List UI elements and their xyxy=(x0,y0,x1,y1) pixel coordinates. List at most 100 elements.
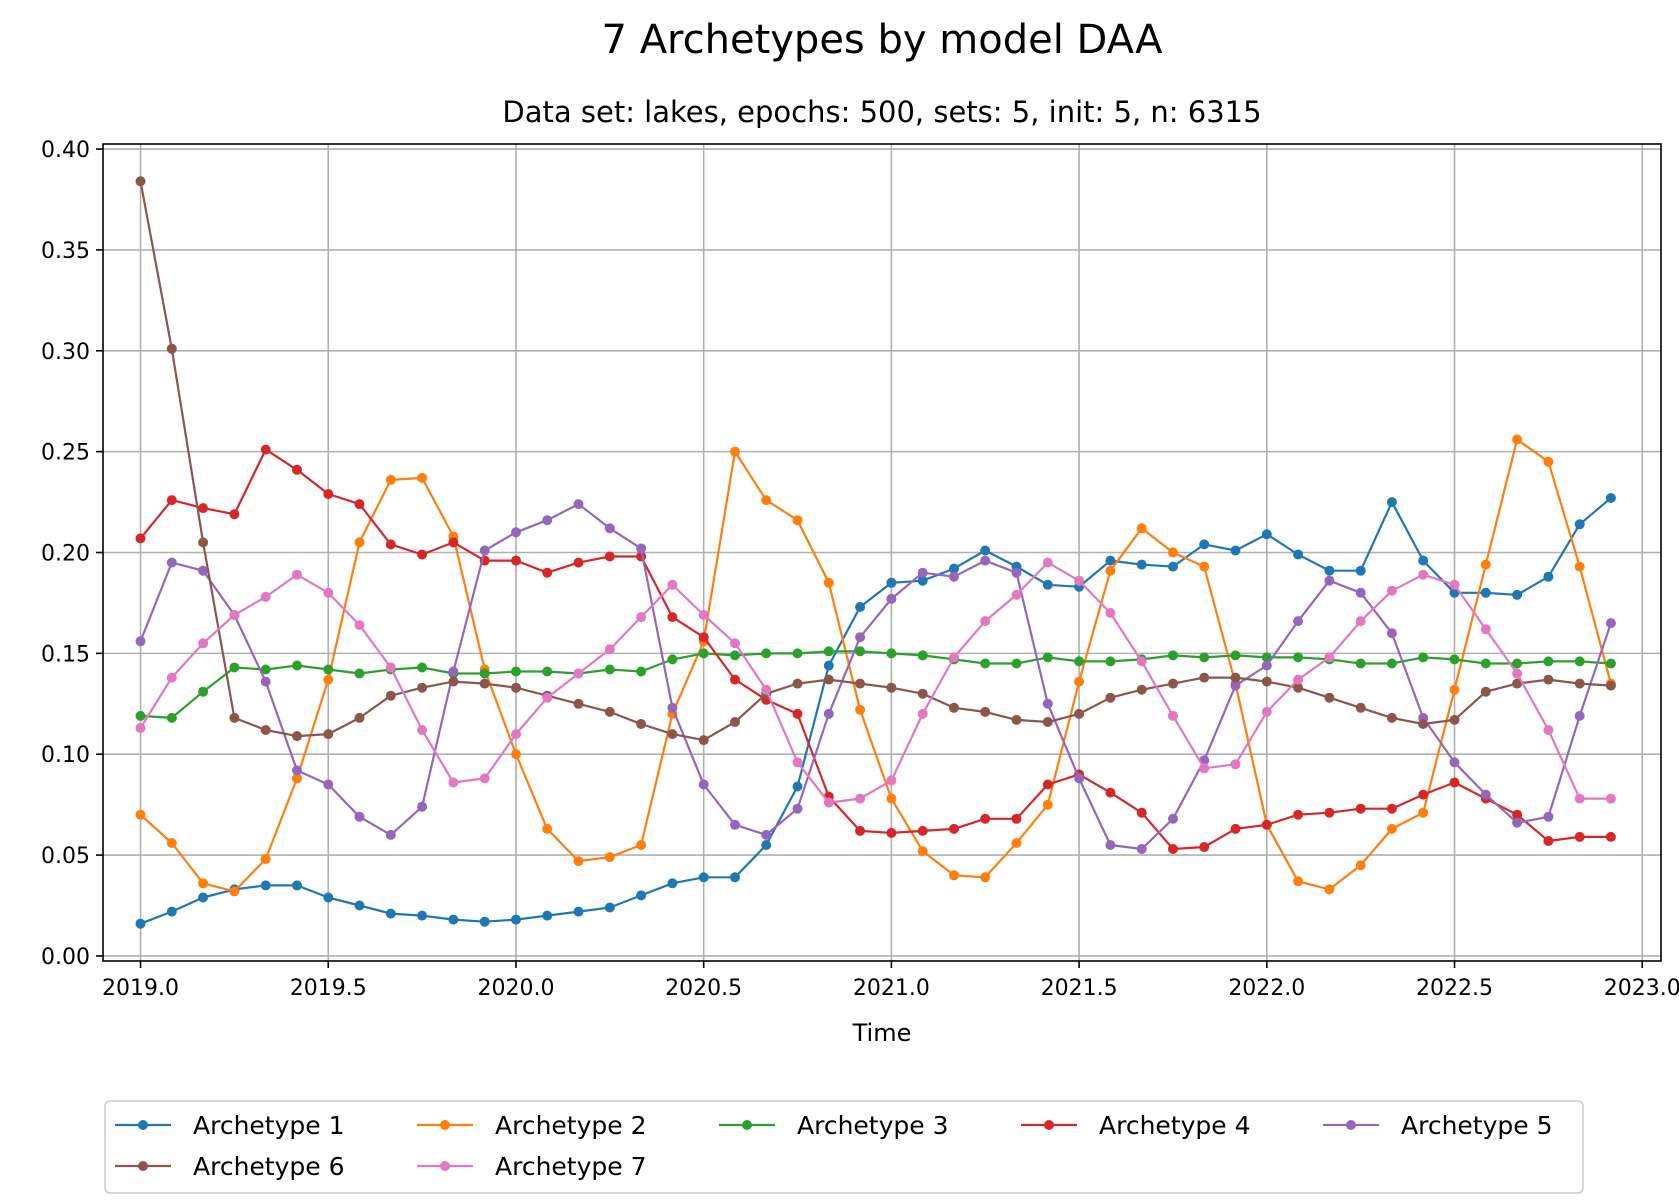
series-archetype-1 xyxy=(135,493,1616,929)
data-point xyxy=(730,819,740,830)
data-point xyxy=(1105,840,1116,850)
data-point xyxy=(511,555,521,566)
data-point xyxy=(323,729,334,740)
data-point xyxy=(636,612,647,623)
data-point xyxy=(823,797,834,808)
data-point xyxy=(292,773,302,784)
legend-item: Archetype 2 xyxy=(417,1111,647,1140)
data-point xyxy=(1543,656,1554,667)
data-point xyxy=(323,587,334,598)
data-point xyxy=(1042,779,1053,790)
data-point xyxy=(1230,545,1241,556)
data-point xyxy=(792,678,803,689)
data-point xyxy=(1543,674,1554,685)
data-point xyxy=(1605,793,1616,804)
data-point xyxy=(1105,692,1116,703)
data-point xyxy=(636,666,647,677)
data-point xyxy=(354,537,365,548)
y-tick-label: 0.10 xyxy=(41,743,90,768)
data-point xyxy=(1386,497,1397,508)
data-point xyxy=(980,813,991,824)
data-point xyxy=(1199,672,1210,683)
data-point xyxy=(1136,807,1147,818)
x-tick-label: 2022.5 xyxy=(1416,976,1493,1001)
data-point xyxy=(604,523,615,534)
data-point xyxy=(198,878,209,889)
series-line xyxy=(139,438,1612,893)
legend-marker xyxy=(440,1161,450,1171)
data-point xyxy=(1449,777,1460,788)
x-tick-label: 2019.5 xyxy=(290,976,367,1001)
y-tick-label: 0.15 xyxy=(41,642,90,667)
data-point xyxy=(1355,565,1366,576)
legend-marker xyxy=(138,1161,148,1171)
data-point xyxy=(1199,842,1210,852)
legend-marker xyxy=(1346,1120,1356,1130)
data-point xyxy=(730,638,740,649)
data-point xyxy=(886,775,897,786)
data-point xyxy=(761,829,772,840)
data-point xyxy=(135,176,146,187)
data-point xyxy=(1261,660,1272,671)
data-point xyxy=(417,472,428,483)
data-point xyxy=(604,664,615,675)
data-point xyxy=(417,725,428,735)
data-point xyxy=(229,886,240,897)
data-point xyxy=(1574,793,1585,804)
data-point xyxy=(855,678,866,689)
data-point xyxy=(1543,811,1554,822)
data-point xyxy=(917,575,928,586)
y-tick-label: 0.20 xyxy=(41,542,90,567)
y-tick-label: 0.00 xyxy=(41,945,90,970)
data-point xyxy=(260,676,271,687)
data-point xyxy=(260,725,271,735)
data-point xyxy=(1042,652,1053,663)
legend-item: Archetype 6 xyxy=(115,1152,345,1181)
data-point xyxy=(949,563,959,574)
data-point xyxy=(1418,789,1429,800)
data-point xyxy=(1293,652,1304,663)
data-point xyxy=(1105,555,1116,566)
data-point xyxy=(135,636,146,647)
data-point xyxy=(166,672,177,683)
data-point xyxy=(636,890,647,901)
legend: Archetype 1 Archetype 2 Archetype 3 Archety… xyxy=(104,1100,1584,1194)
data-point xyxy=(1543,571,1554,582)
chart-subtitle: Data set: lakes, epochs: 500, sets: 5, i… xyxy=(502,95,1261,129)
data-point xyxy=(292,880,302,891)
data-point xyxy=(1512,817,1523,828)
data-point xyxy=(1105,787,1116,798)
data-point xyxy=(792,648,803,659)
data-point xyxy=(1386,823,1397,834)
series-layer xyxy=(135,176,1616,929)
data-point xyxy=(1605,493,1616,503)
data-point xyxy=(1355,658,1366,669)
data-point xyxy=(1011,813,1022,824)
data-point xyxy=(198,892,209,903)
data-point xyxy=(1261,652,1272,663)
data-point xyxy=(792,708,803,719)
data-point xyxy=(198,565,209,576)
data-point xyxy=(667,612,678,623)
data-point xyxy=(1042,799,1053,810)
data-point xyxy=(636,719,647,729)
data-point xyxy=(1355,587,1366,598)
data-point xyxy=(855,793,866,804)
data-point xyxy=(1168,561,1178,572)
data-point xyxy=(980,545,991,556)
data-point xyxy=(1324,652,1335,663)
data-point xyxy=(166,495,177,506)
data-point xyxy=(1386,585,1397,596)
data-point xyxy=(730,650,740,661)
data-point xyxy=(542,823,553,834)
data-point xyxy=(917,708,928,719)
data-point xyxy=(667,729,678,740)
legend-label: Archetype 3 xyxy=(797,1111,949,1140)
data-point xyxy=(354,712,365,723)
data-point xyxy=(135,918,146,929)
data-point xyxy=(917,825,928,836)
data-point xyxy=(1355,702,1366,713)
data-point xyxy=(573,499,584,510)
data-point xyxy=(417,549,428,560)
data-point xyxy=(417,682,428,693)
